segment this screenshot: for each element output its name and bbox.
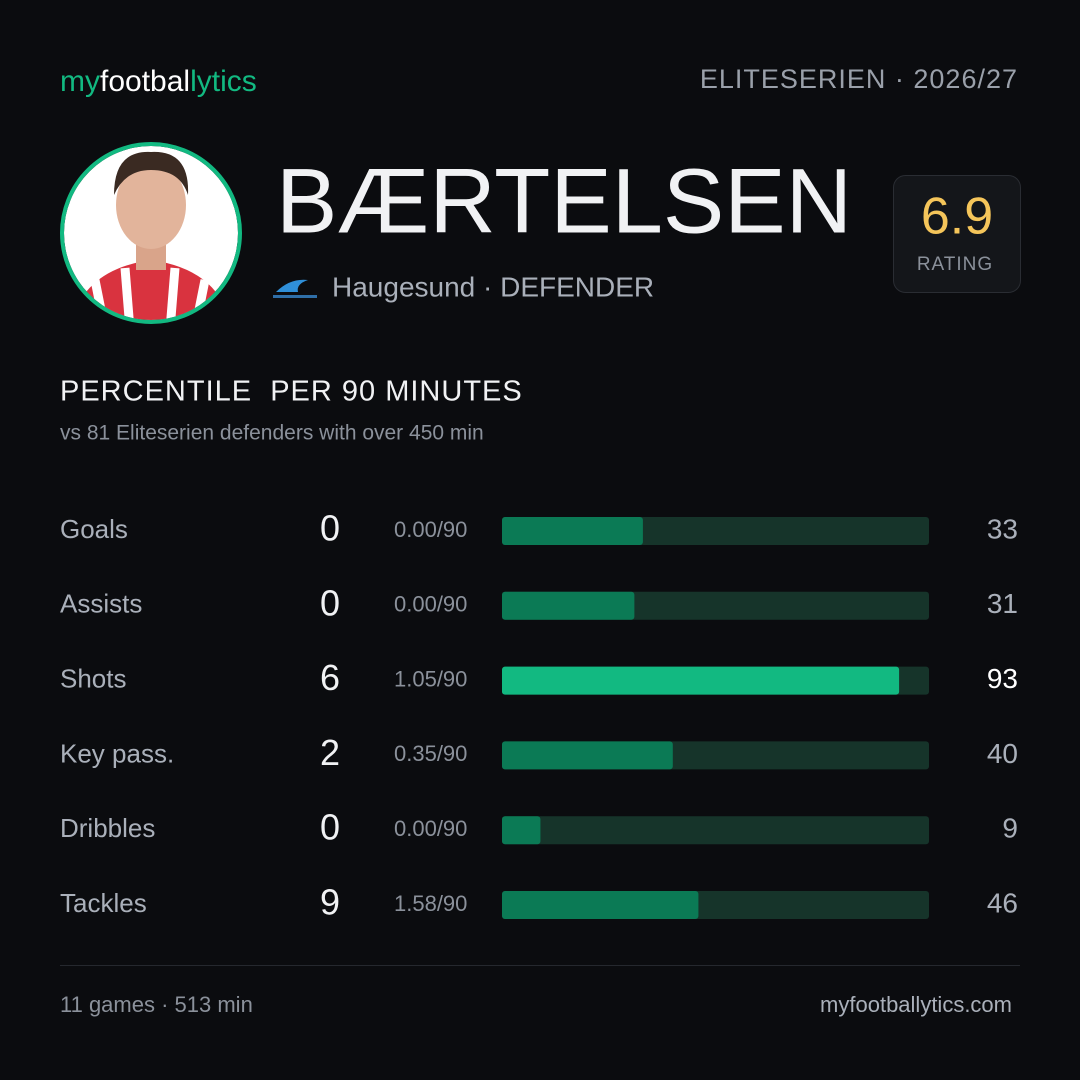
bar-track	[502, 816, 929, 845]
percentile-bar	[502, 891, 699, 919]
stat-label: Shots	[60, 663, 127, 693]
stats: Goals 0 0.00/90 33 Assists 0 0.00/90 31 Shots 6 1.…	[60, 508, 1018, 923]
stat-label: Tackles	[60, 888, 147, 918]
stat-label: Key pass.	[60, 738, 174, 768]
stat-label: Assists	[60, 589, 142, 619]
stat-percentile: 40	[987, 738, 1018, 769]
rating-box	[893, 175, 1021, 293]
brand-part: my	[60, 65, 100, 98]
club-logo	[273, 279, 317, 298]
stat-per90: 0.00/90	[394, 517, 467, 542]
brand-part: lytics	[190, 65, 257, 98]
percentile-bar	[502, 816, 541, 845]
stat-per90: 0.00/90	[394, 592, 467, 617]
stat-label: Goals	[60, 514, 128, 544]
percentile-bar	[502, 666, 900, 695]
player-name: BÆRTELSEN	[276, 150, 852, 252]
stat-per90: 0.00/90	[394, 816, 467, 841]
stat-per90: 0.35/90	[394, 741, 467, 766]
club-line: Haugesund · DEFENDER	[332, 271, 654, 302]
stat-label: Dribbles	[60, 813, 155, 843]
footer-summary: 11 games · 513 min	[60, 992, 253, 1017]
brand: myfootballytics	[60, 65, 257, 98]
stat-percentile: 31	[987, 588, 1018, 619]
stat-total: 0	[320, 807, 340, 848]
stat-percentile: 93	[987, 663, 1018, 694]
rating-label: RATING	[917, 254, 993, 275]
stat-per90: 1.05/90	[394, 666, 467, 691]
footer-site: myfootballytics.com	[820, 992, 1012, 1017]
stat-percentile: 33	[987, 513, 1018, 544]
player-photo	[60, 142, 242, 324]
brand-part: footbal	[100, 65, 190, 98]
percentile-bar	[502, 517, 643, 545]
stat-total: 0	[320, 508, 340, 549]
percentile-bar	[502, 741, 673, 770]
competition: ELITESERIEN · 2026/27	[700, 64, 1018, 94]
stat-percentile: 9	[1002, 813, 1018, 844]
stat-total: 0	[320, 582, 340, 623]
stat-total: 9	[320, 882, 340, 923]
section-title: PERCENTILE PER 90 MINUTES	[60, 376, 523, 408]
section-subtitle: vs 81 Eliteserien defenders with over 45…	[60, 422, 484, 445]
stat-per90: 1.58/90	[394, 891, 467, 916]
stat-percentile: 46	[987, 887, 1018, 918]
rating: 6.9	[921, 188, 993, 246]
stat-total: 6	[320, 657, 340, 698]
stat-total: 2	[320, 732, 340, 773]
percentile-bar	[502, 591, 635, 620]
